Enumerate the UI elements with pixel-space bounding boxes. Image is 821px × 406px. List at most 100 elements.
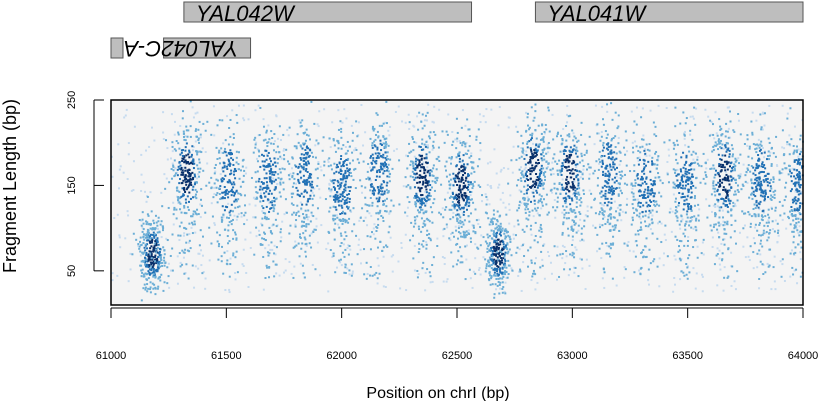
fragment-point [568, 133, 571, 136]
fragment-point [226, 167, 229, 170]
fragment-point [455, 117, 458, 120]
fragment-point [288, 260, 291, 263]
fragment-point [230, 172, 233, 175]
fragment-point [152, 273, 155, 276]
fragment-point [449, 158, 452, 161]
fragment-point [490, 237, 493, 240]
fragment-point [493, 148, 496, 151]
fragment-point [419, 169, 422, 172]
fragment-point [160, 273, 163, 276]
fragment-point [153, 242, 156, 245]
fragment-point [776, 164, 779, 167]
fragment-point [298, 215, 301, 218]
fragment-point [431, 174, 434, 177]
fragment-point [719, 158, 722, 161]
fragment-point [639, 151, 642, 154]
fragment-point [541, 258, 544, 261]
fragment-point [361, 191, 364, 194]
fragment-point [491, 246, 494, 249]
fragment-point [212, 196, 215, 199]
fragment-point [313, 122, 316, 125]
fragment-point [675, 158, 678, 161]
fragment-point [380, 168, 383, 171]
fragment-point [231, 153, 234, 156]
fragment-point [533, 167, 536, 170]
fragment-point [322, 136, 325, 139]
fragment-point [269, 230, 272, 233]
fragment-point [383, 167, 386, 170]
fragment-point [574, 222, 577, 225]
fragment-point [376, 282, 379, 285]
fragment-point [255, 235, 258, 238]
fragment-point [635, 239, 638, 242]
fragment-point [275, 225, 278, 228]
fragment-point [676, 139, 679, 142]
fragment-point [298, 182, 301, 185]
fragment-point [533, 239, 536, 242]
fragment-point [452, 184, 455, 187]
fragment-point [527, 208, 530, 211]
fragment-point [351, 270, 354, 273]
fragment-point [508, 236, 511, 239]
fragment-point [535, 173, 538, 176]
fragment-point [534, 207, 537, 210]
fragment-point [601, 162, 604, 165]
fragment-point [255, 226, 258, 229]
fragment-point [174, 167, 177, 170]
fragment-point [538, 143, 541, 146]
fragment-point [679, 227, 682, 230]
fragment-point [309, 149, 312, 152]
fragment-point [271, 173, 274, 176]
fragment-point [726, 175, 729, 178]
fragment-point [640, 228, 643, 231]
fragment-point [460, 166, 463, 169]
fragment-point [451, 191, 454, 194]
fragment-point [568, 190, 571, 193]
fragment-point [520, 179, 523, 182]
fragment-point [253, 138, 256, 141]
fragment-point [302, 142, 305, 145]
fragment-point [461, 144, 464, 147]
fragment-point [493, 271, 496, 274]
fragment-point [610, 137, 613, 140]
fragment-point [465, 230, 468, 233]
fragment-point [727, 198, 730, 201]
fragment-point [492, 268, 495, 271]
fragment-point [704, 108, 707, 111]
fragment-point [307, 223, 310, 226]
fragment-point [208, 259, 211, 262]
fragment-point [348, 145, 351, 148]
fragment-point [228, 221, 231, 224]
fragment-point [193, 223, 196, 226]
fragment-point [618, 170, 621, 173]
fragment-point [149, 223, 152, 226]
fragment-point [532, 195, 535, 198]
fragment-point [531, 167, 534, 170]
fragment-point [540, 170, 543, 173]
fragment-point [425, 119, 428, 122]
fragment-point [267, 244, 270, 247]
fragment-point [368, 178, 371, 181]
fragment-point [723, 221, 726, 224]
fragment-point [268, 163, 271, 166]
fragment-point [609, 150, 612, 153]
fragment-point [183, 251, 186, 254]
fragment-point [328, 137, 331, 140]
fragment-point [415, 196, 418, 199]
fragment-point [632, 250, 635, 253]
fragment-point [715, 198, 718, 201]
fragment-point [646, 196, 649, 199]
fragment-point [612, 216, 615, 219]
fragment-point [185, 142, 188, 145]
fragment-point [801, 217, 804, 220]
fragment-point [224, 289, 227, 292]
fragment-point [501, 291, 504, 294]
fragment-point [672, 181, 675, 184]
fragment-point [460, 180, 463, 183]
fragment-point [471, 167, 474, 170]
fragment-point [505, 247, 508, 250]
fragment-point [401, 120, 404, 123]
fragment-point [314, 268, 317, 271]
fragment-point [742, 163, 745, 166]
fragment-point [605, 167, 608, 170]
